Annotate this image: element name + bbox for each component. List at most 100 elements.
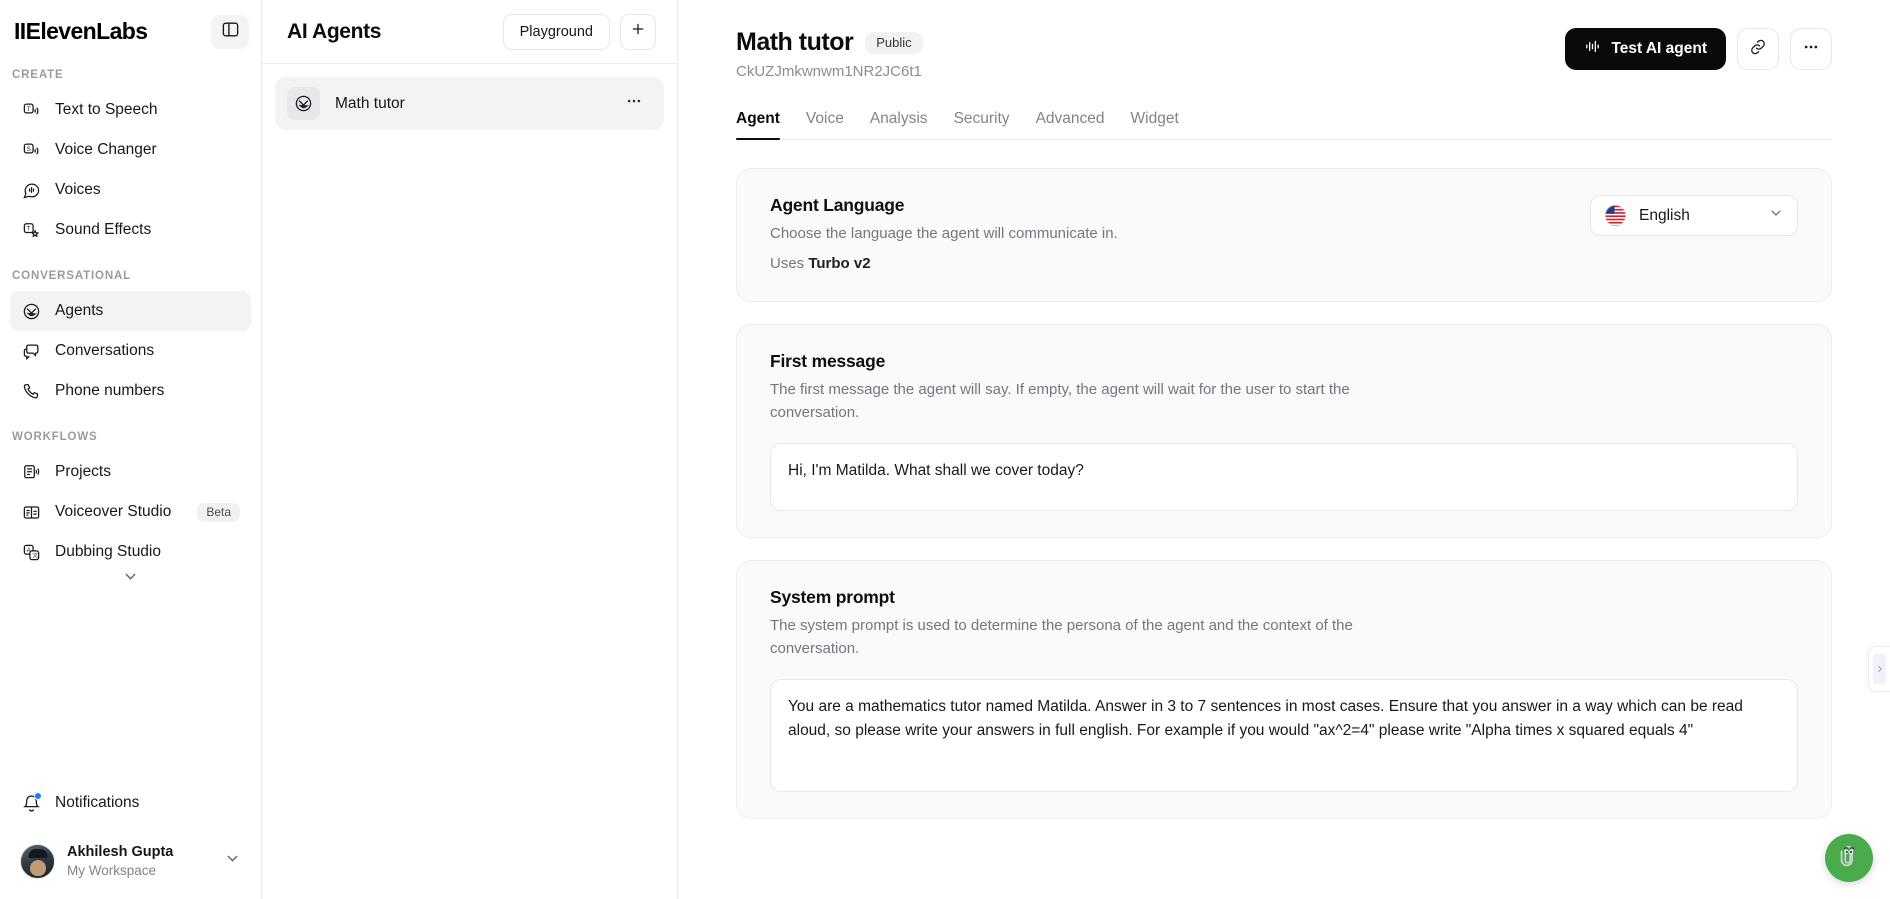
voiceover-studio-icon <box>21 502 41 522</box>
paperclip-assistant-icon <box>1836 842 1863 874</box>
agent-language-description: Choose the language the agent will commu… <box>770 225 1118 242</box>
agents-list-body: Math tutor <box>262 64 677 130</box>
agent-language-text: Agent Language Choose the language the a… <box>770 195 1118 275</box>
sidebar-group-workflows: WORKFLOWS Projects <box>0 431 261 592</box>
first-message-heading: First message <box>770 351 886 371</box>
tab-voice[interactable]: Voice <box>805 110 844 127</box>
sidebar: IIElevenLabs CREATE T <box>0 0 262 899</box>
sidebar-item-dubbing-studio[interactable]: A 文 Dubbing Studio <box>10 532 251 572</box>
agents-list-header: AI Agents Playground <box>262 0 677 64</box>
avatar <box>20 843 55 879</box>
sidebar-item-sound-effects[interactable]: T Sound Effects <box>10 210 251 250</box>
sidebar-item-phone-numbers[interactable]: Phone numbers <box>10 371 251 411</box>
agents-icon <box>21 301 41 321</box>
agent-detail-inner: Math tutor Public CkUZJmkwnwm1NR2JC6t1 <box>678 0 1890 819</box>
copy-link-button[interactable] <box>1737 28 1779 70</box>
plus-icon <box>630 21 646 43</box>
sidebar-item-label: Phone numbers <box>55 382 165 399</box>
notifications-label: Notifications <box>55 794 140 812</box>
voices-icon <box>21 180 41 200</box>
sidebar-expand-more-button[interactable] <box>0 566 261 592</box>
sidebar-item-label: Dubbing Studio <box>55 543 161 560</box>
sidebar-item-voices[interactable]: Voices <box>10 170 251 210</box>
conversations-icon <box>21 341 41 361</box>
agent-more-menu-button[interactable] <box>1790 28 1832 70</box>
language-select[interactable]: English <box>1590 195 1798 236</box>
sound-effects-icon: T <box>21 220 41 240</box>
system-prompt-input[interactable]: You are a mathematics tutor named Matild… <box>770 679 1798 792</box>
agent-detail-panel: Math tutor Public CkUZJmkwnwm1NR2JC6t1 <box>678 0 1890 899</box>
text-to-speech-icon: T <box>21 100 41 120</box>
agent-avatar-icon <box>287 87 320 120</box>
notifications-button[interactable]: Notifications <box>10 783 251 823</box>
sidebar-brand-row: IIElevenLabs <box>0 0 261 51</box>
dubbing-studio-icon: A 文 <box>21 542 41 562</box>
sidebar-item-voice-changer[interactable]: S Voice Changer <box>10 130 251 170</box>
agent-title-block: Math tutor Public CkUZJmkwnwm1NR2JC6t1 <box>736 28 923 80</box>
assistant-fab-button[interactable] <box>1825 834 1873 882</box>
ellipsis-icon <box>625 92 643 115</box>
sidebar-item-agents[interactable]: Agents <box>10 291 251 331</box>
playground-button[interactable]: Playground <box>502 13 610 50</box>
agent-detail-header: Math tutor Public CkUZJmkwnwm1NR2JC6t1 <box>736 28 1832 80</box>
system-prompt-heading: System prompt <box>770 587 895 607</box>
status-badge: Public <box>865 31 923 54</box>
agent-header-actions: Test AI agent <box>1565 28 1832 70</box>
first-message-input[interactable]: Hi, I'm Matilda. What shall we cover tod… <box>770 443 1798 511</box>
tab-agent[interactable]: Agent <box>736 110 780 140</box>
sidebar-item-label: Sound Effects <box>55 221 152 238</box>
uses-prefix: Uses <box>770 254 809 272</box>
phone-icon <box>21 381 41 401</box>
chevron-down-icon <box>1768 205 1784 226</box>
sidebar-item-text-to-speech[interactable]: T Text to Speech <box>10 90 251 130</box>
model-name: Turbo v2 <box>808 254 871 272</box>
test-ai-agent-label: Test AI agent <box>1611 40 1707 57</box>
agent-language-model-line: Uses Turbo v2 <box>770 253 1118 276</box>
user-profile-button[interactable]: Akhilesh Gupta My Workspace <box>10 837 251 885</box>
tab-analysis[interactable]: Analysis <box>869 110 928 127</box>
svg-text:A: A <box>26 548 30 554</box>
sidebar-group-label-conversational: CONVERSATIONAL <box>12 270 132 282</box>
sidebar-group-create: CREATE T Text to Speech S <box>0 69 261 250</box>
system-prompt-description: The system prompt is used to determine t… <box>770 617 1353 657</box>
tab-security[interactable]: Security <box>953 110 1010 127</box>
sidebar-group-conversational: CONVERSATIONAL Agents <box>0 270 261 411</box>
sidebar-item-label: Text to Speech <box>55 101 158 118</box>
test-ai-agent-button[interactable]: Test AI agent <box>1565 28 1726 70</box>
agent-id: CkUZJmkwnwm1NR2JC6t1 <box>736 63 922 80</box>
sidebar-item-conversations[interactable]: Conversations <box>10 331 251 371</box>
tab-advanced[interactable]: Advanced <box>1035 110 1105 127</box>
first-message-card: First message The first message the agen… <box>736 324 1832 538</box>
user-meta: Akhilesh Gupta My Workspace <box>67 843 212 879</box>
ellipsis-icon <box>1802 38 1820 61</box>
add-agent-button[interactable] <box>620 13 656 50</box>
notification-unread-dot <box>34 792 42 801</box>
agent-settings-cards: Agent Language Choose the language the a… <box>736 168 1832 819</box>
panel-collapse-icon <box>221 20 240 44</box>
list-item-label: Math tutor <box>335 94 405 112</box>
svg-text:T: T <box>26 226 30 232</box>
list-item-menu-button[interactable] <box>621 91 647 117</box>
agent-language-heading: Agent Language <box>770 195 905 215</box>
right-panel-expand-button[interactable] <box>1868 646 1890 692</box>
sidebar-item-label: Projects <box>55 463 111 480</box>
chevron-down-icon <box>224 850 241 872</box>
tab-widget[interactable]: Widget <box>1130 110 1179 127</box>
sidebar-item-projects[interactable]: Projects <box>10 452 251 492</box>
list-item[interactable]: Math tutor <box>275 77 664 130</box>
svg-text:T: T <box>26 105 30 112</box>
us-flag-icon <box>1604 204 1627 227</box>
sidebar-group-label-workflows: WORKFLOWS <box>12 431 98 443</box>
sidebar-bottom: Notifications Akhilesh Gupta My Workspac… <box>0 783 261 899</box>
panel-collapse-button[interactable] <box>211 15 249 49</box>
sidebar-item-voiceover-studio[interactable]: Voiceover Studio Beta <box>10 492 251 532</box>
agent-tabs: Agent Voice Analysis Security Advanced W… <box>736 110 1832 140</box>
agents-list-panel: AI Agents Playground <box>262 0 678 899</box>
user-name: Akhilesh Gupta <box>67 844 174 861</box>
sidebar-item-label: Voice Changer <box>55 141 157 158</box>
brand-logo: IIElevenLabs <box>14 18 148 44</box>
svg-text:S: S <box>26 145 30 152</box>
projects-icon <box>21 462 41 482</box>
sidebar-item-label: Conversations <box>55 342 155 359</box>
